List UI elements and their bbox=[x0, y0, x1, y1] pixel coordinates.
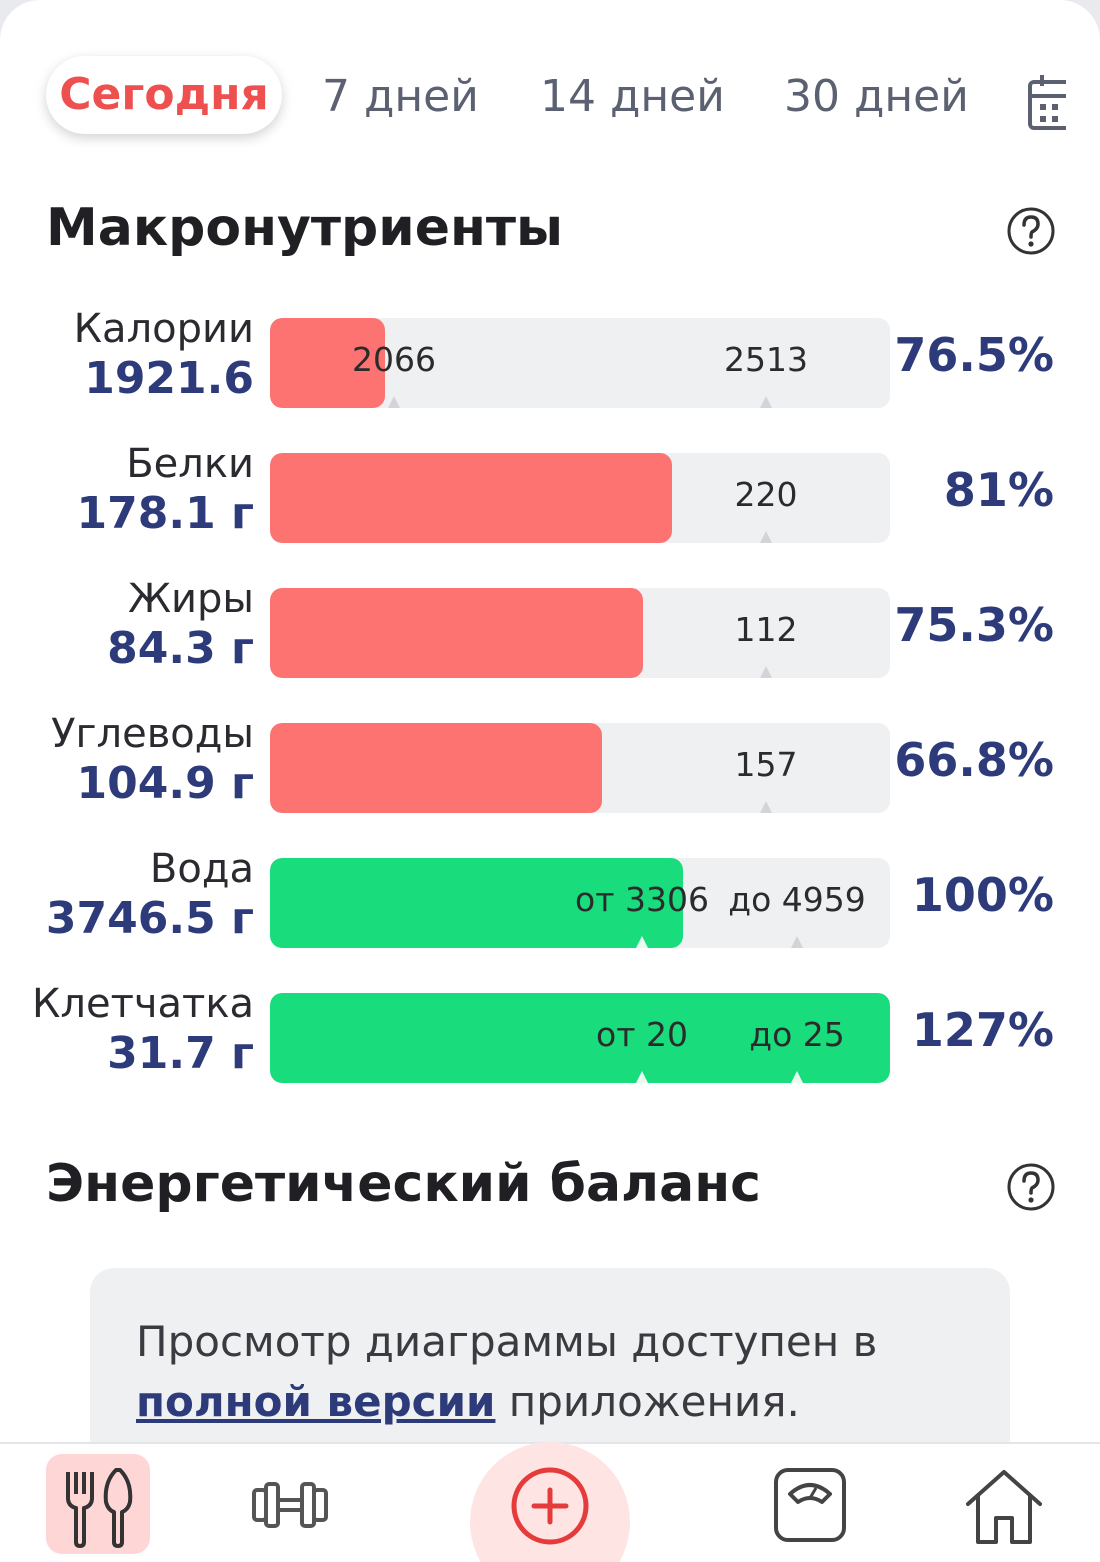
macro-target-marker bbox=[760, 531, 772, 543]
macro-target-label: до 25 bbox=[749, 1015, 845, 1054]
macro-progress-fill bbox=[270, 723, 602, 813]
macro-percent: 127% bbox=[911, 1003, 1054, 1057]
macro-value: 1921.6 bbox=[84, 353, 254, 404]
macro-row[interactable]: Вода 3746.5 г от 3306 до 4959 100% bbox=[0, 846, 1100, 962]
macro-target-label: 157 bbox=[734, 745, 798, 784]
macro-target-marker bbox=[791, 936, 803, 948]
macro-name: Клетчатка bbox=[32, 981, 254, 1027]
macro-value: 178.1 г bbox=[76, 488, 254, 539]
tab-14-days[interactable]: 14 дней bbox=[540, 71, 725, 122]
macro-percent: 76.5% bbox=[894, 328, 1054, 382]
macro-percent: 100% bbox=[911, 868, 1054, 922]
macro-progress-bar: 2066 2513 bbox=[270, 318, 890, 408]
tab-7-days[interactable]: 7 дней bbox=[322, 71, 479, 122]
macro-row[interactable]: Калории 1921.6 2066 2513 76.5% bbox=[0, 306, 1100, 422]
macro-target-label: до 4959 bbox=[728, 880, 866, 919]
nav-training[interactable] bbox=[238, 1454, 342, 1554]
macro-percent: 81% bbox=[943, 463, 1054, 517]
macro-name: Жиры bbox=[127, 576, 254, 622]
macro-target-marker bbox=[388, 396, 400, 408]
macro-progress-fill bbox=[270, 858, 683, 948]
macro-target-label: 2513 bbox=[724, 340, 808, 379]
macro-value: 3746.5 г bbox=[45, 893, 254, 944]
macro-target-marker bbox=[760, 801, 772, 813]
macro-value: 31.7 г bbox=[107, 1028, 254, 1079]
calendar-icon[interactable] bbox=[1026, 72, 1066, 132]
dumbbell-icon bbox=[252, 1482, 328, 1528]
energy-card-text-after: приложения. bbox=[495, 1377, 800, 1426]
energy-card-text: Просмотр диаграммы доступен в полной верс… bbox=[136, 1312, 976, 1432]
tab-today[interactable]: Сегодня bbox=[46, 56, 282, 134]
nav-food[interactable] bbox=[46, 1454, 150, 1554]
macro-target-label: 112 bbox=[734, 610, 798, 649]
macro-progress-fill bbox=[270, 453, 672, 543]
home-icon bbox=[966, 1470, 1042, 1544]
macro-name: Углеводы bbox=[51, 711, 254, 757]
macro-percent: 66.8% bbox=[894, 733, 1054, 787]
nav-weight[interactable] bbox=[758, 1454, 862, 1554]
macro-row[interactable]: Белки 178.1 г 220 81% bbox=[0, 441, 1100, 557]
macro-progress-bar: от 20 до 25 bbox=[270, 993, 890, 1083]
macro-row[interactable]: Жиры 84.3 г 112 75.3% bbox=[0, 576, 1100, 692]
bottom-nav bbox=[0, 1442, 1100, 1562]
macro-row[interactable]: Клетчатка 31.7 г от 20 до 25 127% bbox=[0, 981, 1100, 1097]
macro-progress-bar: от 3306 до 4959 bbox=[270, 858, 890, 948]
macro-progress-bar: 157 bbox=[270, 723, 890, 813]
macro-target-marker bbox=[636, 1071, 648, 1083]
macro-name: Вода bbox=[149, 846, 254, 892]
macros-help-icon[interactable] bbox=[1006, 206, 1056, 256]
utensils-icon bbox=[66, 1468, 133, 1548]
add-button[interactable] bbox=[498, 1454, 602, 1558]
macro-progress-bar: 112 bbox=[270, 588, 890, 678]
macro-percent: 75.3% bbox=[894, 598, 1054, 652]
macro-progress-fill bbox=[270, 993, 890, 1083]
macro-name: Белки bbox=[126, 441, 254, 487]
macro-progress-fill bbox=[270, 318, 385, 408]
energy-title: Энергетический баланс bbox=[46, 1154, 761, 1214]
macro-target-label: 220 bbox=[734, 475, 798, 514]
macro-progress-bar: 220 bbox=[270, 453, 890, 543]
macros-title: Макронутриенты bbox=[46, 198, 564, 258]
macro-target-marker bbox=[791, 1071, 803, 1083]
macro-target-marker bbox=[636, 936, 648, 948]
macro-value: 84.3 г bbox=[107, 623, 254, 674]
macro-value: 104.9 г bbox=[76, 758, 254, 809]
macro-target-label: 2066 bbox=[352, 340, 436, 379]
period-tabs: Сегодня 7 дней 14 дней 30 дней bbox=[0, 52, 1100, 142]
macro-progress-fill bbox=[270, 588, 643, 678]
tab-30-days[interactable]: 30 дней bbox=[784, 71, 969, 122]
add-icon bbox=[511, 1467, 589, 1545]
macro-target-label: от 3306 bbox=[575, 880, 709, 919]
macro-row[interactable]: Углеводы 104.9 г 157 66.8% bbox=[0, 711, 1100, 827]
macro-name: Калории bbox=[73, 306, 254, 352]
nav-home[interactable] bbox=[952, 1454, 1056, 1554]
macro-target-marker bbox=[760, 396, 772, 408]
energy-help-icon[interactable] bbox=[1006, 1162, 1056, 1212]
energy-card-text-before: Просмотр диаграммы доступен в bbox=[136, 1317, 878, 1366]
full-version-link[interactable]: полной версии bbox=[136, 1377, 496, 1426]
macro-target-label: от 20 bbox=[596, 1015, 688, 1054]
macro-target-marker bbox=[760, 666, 772, 678]
scale-icon bbox=[774, 1468, 846, 1542]
